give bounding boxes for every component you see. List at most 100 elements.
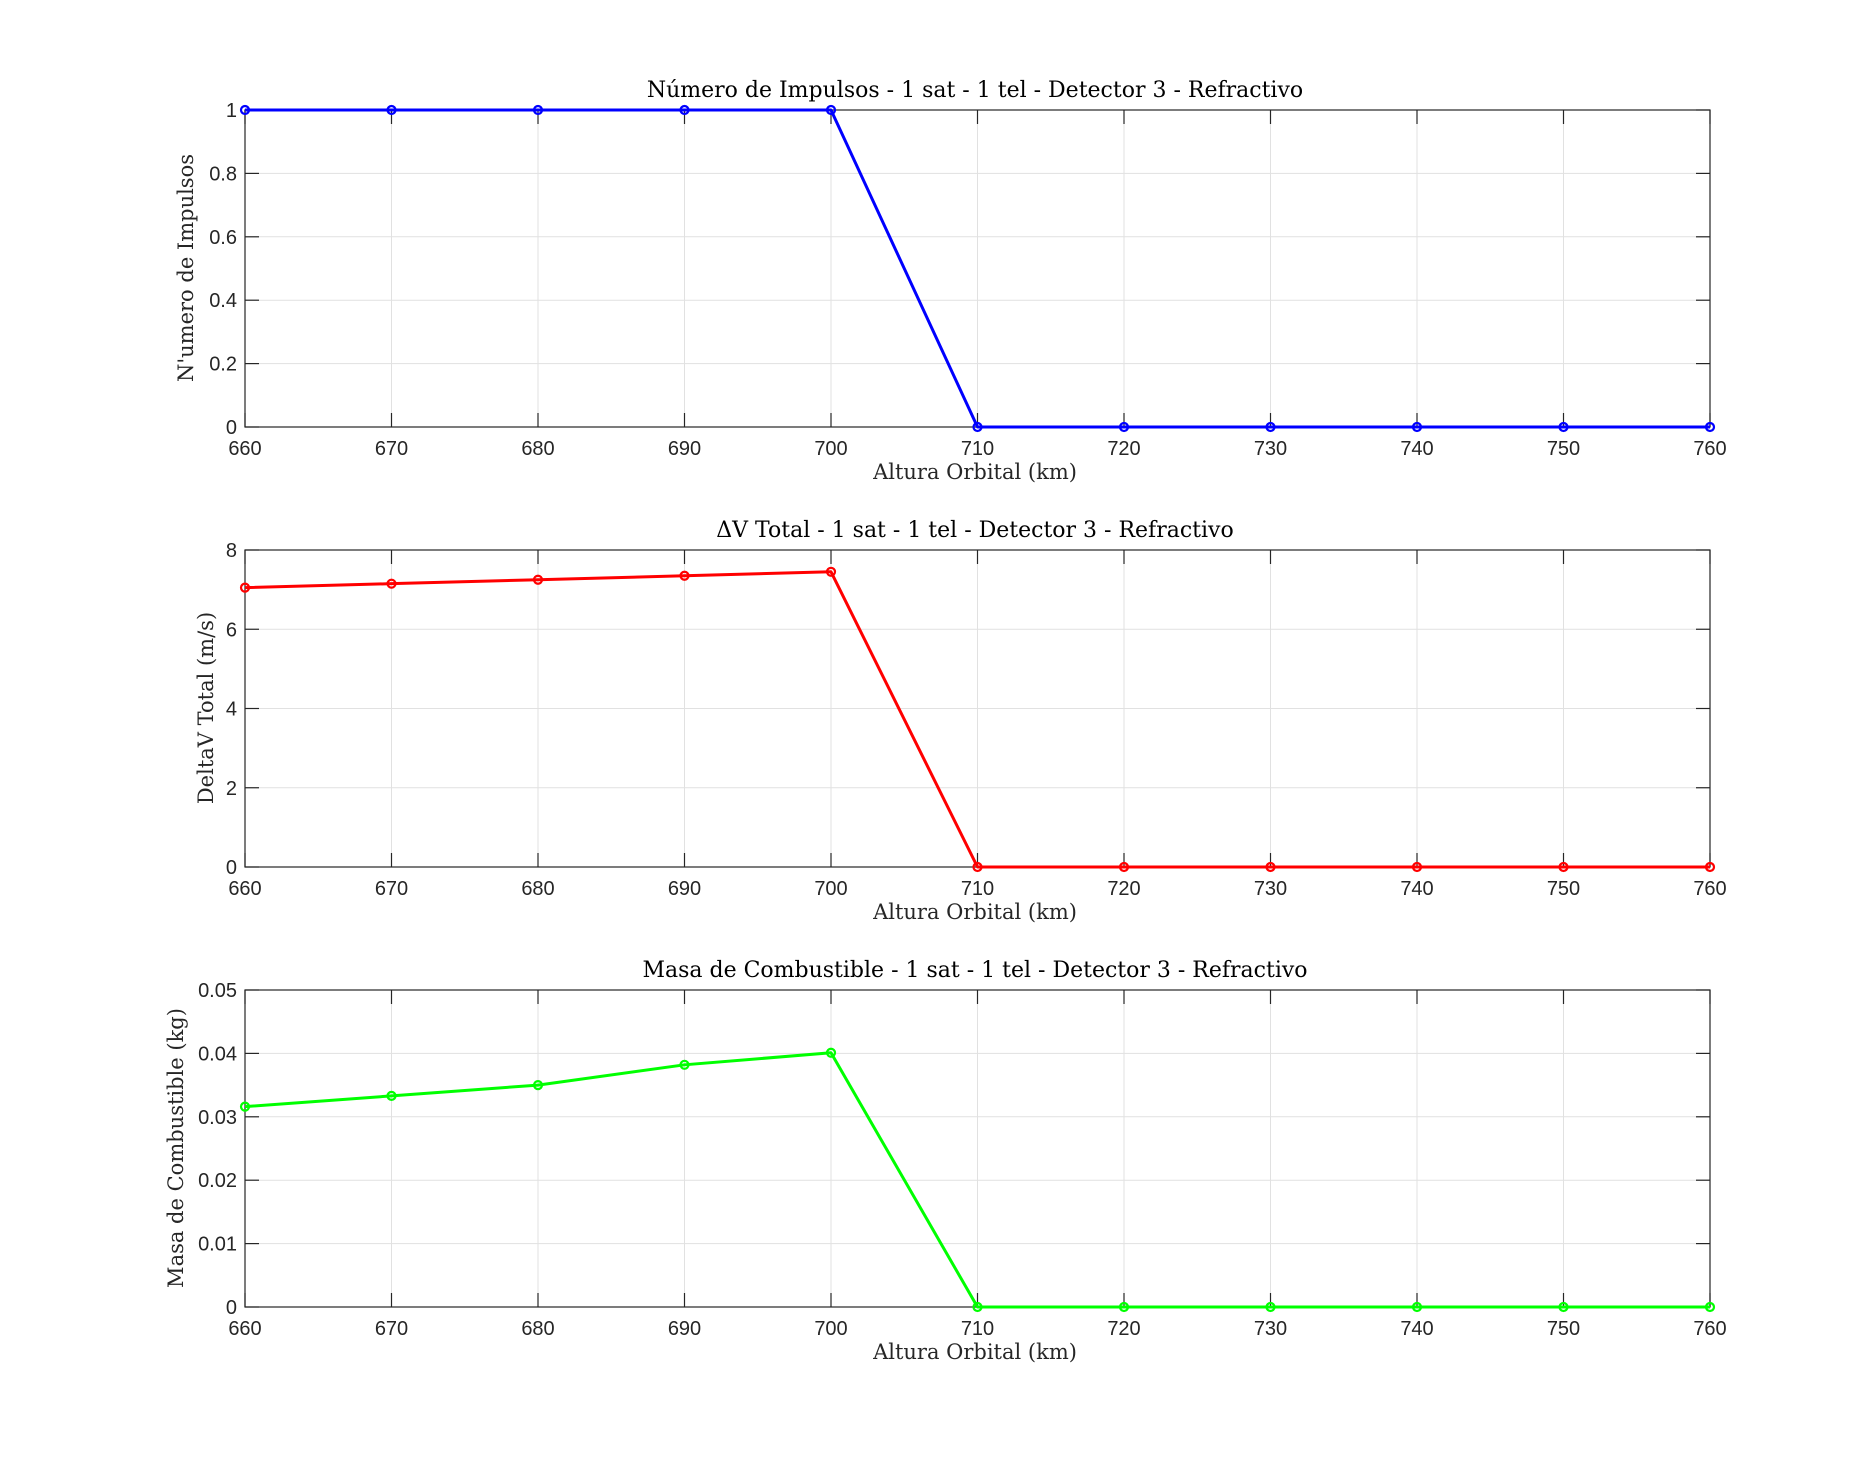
data-point: [1118, 861, 1130, 873]
x-tick-label: 760: [1693, 878, 1726, 900]
data-point: [1265, 1301, 1276, 1313]
y-tick-label: 0.4: [209, 290, 237, 312]
data-point: [1118, 1301, 1130, 1313]
data-point: [1704, 1301, 1716, 1313]
data-point: [1558, 861, 1569, 873]
x-tick-label: 750: [1547, 878, 1580, 900]
x-tick-label: 760: [1693, 438, 1726, 460]
data-point: [532, 1079, 544, 1091]
x-tick-label: 740: [1400, 438, 1433, 460]
x-tick-label: 670: [375, 438, 408, 460]
y-tick-label: 0.02: [198, 1170, 237, 1192]
x-tick-label: 710: [961, 438, 994, 460]
data-point: [239, 582, 251, 593]
data-point: [825, 566, 837, 577]
y-tick-label: 0: [226, 417, 237, 439]
y-tick-label: 1: [226, 100, 237, 122]
y-tick-label: 4: [226, 699, 237, 721]
data-point: [825, 104, 837, 116]
y-tick-label: 0.03: [198, 1107, 237, 1129]
data-point: [1704, 861, 1716, 873]
x-tick-label: 710: [961, 878, 994, 900]
subplot-impulsos: Número de Impulsos - 1 sat - 1 tel - Det…: [174, 78, 1303, 484]
data-point: [1558, 421, 1569, 433]
plot-area-1: 660 670 680 690 700 710 720 730 740 750 760 0 2 4 6 8: [226, 540, 1727, 900]
data-point: [386, 578, 397, 589]
y-tick-label: 6: [226, 619, 237, 641]
x-tick-label: 720: [1107, 878, 1140, 900]
data-point: [679, 1059, 690, 1070]
x-tick-label: 680: [521, 1318, 554, 1340]
x-tick-label: 690: [668, 438, 701, 460]
data-point: [532, 104, 544, 116]
data-point: [532, 574, 544, 585]
x-tick-label: 740: [1400, 878, 1433, 900]
y-axis-label: N'umero de Impulsos: [174, 154, 198, 382]
x-axis-label: Altura Orbital (km): [872, 900, 1077, 924]
data-point: [1265, 861, 1276, 873]
chart-title: Número de Impulsos - 1 sat - 1 tel - Det…: [647, 78, 1303, 103]
x-tick-label: 680: [521, 438, 554, 460]
data-point: [1558, 1301, 1569, 1313]
plot-area-2: 660 670 680 690 700 710 720 730 740 750 760 0 0.01 0.…: [198, 980, 1727, 1340]
x-tick-label: 670: [375, 878, 408, 900]
data-point: [386, 1090, 397, 1101]
data-point: [825, 1047, 837, 1058]
y-tick-label: 8: [226, 540, 237, 562]
x-tick-label: 730: [1254, 438, 1287, 460]
x-tick-label: 730: [1254, 878, 1287, 900]
x-tick-label: 750: [1547, 1318, 1580, 1340]
series-line: [244, 1051, 1710, 1309]
data-point: [239, 104, 251, 116]
x-tick-label: 710: [961, 1318, 994, 1340]
series-line: [244, 570, 1710, 869]
y-tick-label: 0.6: [209, 227, 237, 249]
x-tick-label: 670: [375, 1318, 408, 1340]
y-tick-label: 0.01: [198, 1234, 237, 1256]
x-tick-label: 660: [228, 438, 261, 460]
data-point: [1411, 421, 1423, 433]
x-tick-label: 690: [668, 878, 701, 900]
chart-title: ΔV Total - 1 sat - 1 tel - Detector 3 - …: [716, 518, 1233, 543]
x-tick-label: 660: [228, 878, 261, 900]
x-tick-label: 730: [1254, 1318, 1287, 1340]
data-point: [1411, 1301, 1423, 1313]
data-point: [1704, 421, 1716, 433]
subplot-delta-v: ΔV Total - 1 sat - 1 tel - Detector 3 - …: [194, 518, 1234, 924]
x-tick-label: 760: [1693, 1318, 1726, 1340]
x-tick-label: 680: [521, 878, 554, 900]
data-point: [1118, 421, 1130, 433]
x-tick-label: 700: [814, 878, 847, 900]
y-tick-label: 0.04: [198, 1043, 237, 1065]
x-tick-label: 720: [1107, 1318, 1140, 1340]
y-tick-label: 0.2: [209, 354, 237, 376]
data-point: [972, 1301, 983, 1313]
data-point: [679, 570, 690, 581]
data-point: [1411, 861, 1423, 873]
y-tick-label: 0: [226, 1297, 237, 1319]
x-tick-label: 750: [1547, 438, 1580, 460]
y-tick-label: 0.8: [209, 163, 237, 185]
x-tick-label: 700: [814, 438, 847, 460]
y-tick-label: 0.05: [198, 980, 237, 1002]
y-tick-label: 2: [226, 778, 237, 800]
subplot-masa-combustible: Masa de Combustible - 1 sat - 1 tel - De…: [164, 958, 1308, 1364]
x-axis-label: Altura Orbital (km): [872, 460, 1077, 484]
series-line: [245, 108, 1710, 429]
data-point: [239, 1101, 251, 1112]
data-point: [972, 421, 983, 433]
y-axis-label: Masa de Combustible (kg): [164, 1008, 188, 1288]
chart-title: Masa de Combustible - 1 sat - 1 tel - De…: [642, 958, 1307, 983]
data-point: [1265, 421, 1276, 433]
plot-area-0: 660 670 680 690 700 710 720 730 740 750 760 0 0.2 0.4…: [209, 100, 1727, 460]
data-point: [972, 861, 983, 873]
x-tick-label: 700: [814, 1318, 847, 1340]
data-point: [386, 104, 397, 116]
x-tick-label: 690: [668, 1318, 701, 1340]
y-axis-label: DeltaV Total (m/s): [194, 612, 218, 804]
x-tick-label: 720: [1107, 438, 1140, 460]
y-tick-label: 0: [226, 857, 237, 879]
x-axis-label: Altura Orbital (km): [872, 1340, 1077, 1364]
